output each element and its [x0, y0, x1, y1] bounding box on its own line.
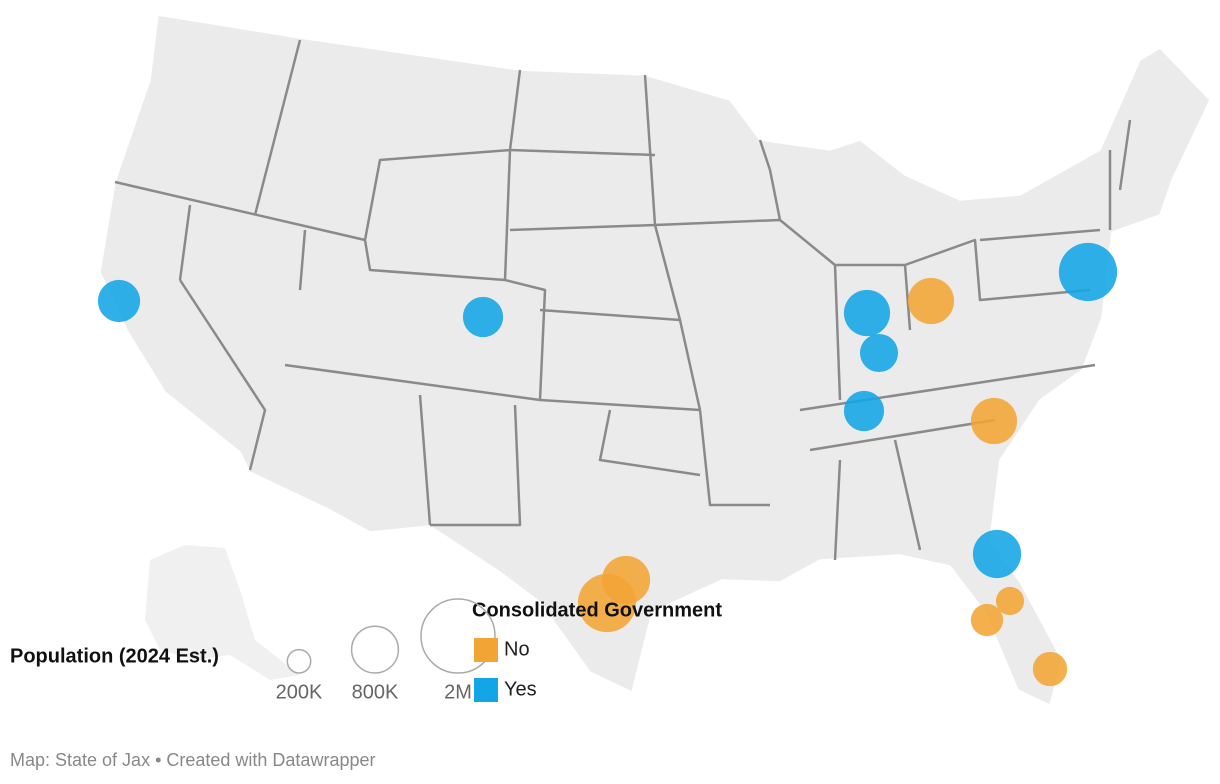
size-legend-circle	[350, 625, 400, 674]
city-bubble	[859, 333, 899, 373]
city-bubble	[907, 277, 955, 325]
city-bubble	[970, 603, 1004, 637]
legend-label: Yes	[504, 678, 537, 700]
city-bubble	[843, 289, 891, 337]
city-bubble	[462, 296, 504, 338]
city-bubble	[970, 397, 1018, 445]
alaska	[145, 545, 300, 680]
bubbles	[97, 242, 1118, 687]
legend-label: No	[504, 638, 530, 660]
size-legend-label: 800K	[352, 681, 399, 703]
size-legend-circle	[420, 598, 496, 674]
legend-title: Consolidated Government	[472, 599, 722, 621]
city-bubble	[1032, 651, 1068, 687]
city-bubble	[843, 390, 885, 432]
city-bubble	[995, 586, 1025, 616]
city-bubble	[97, 279, 141, 323]
state-borders	[114, 39, 1132, 561]
legend-swatch	[474, 678, 498, 702]
size-legend-circle	[286, 648, 312, 674]
size-legend-label: 2M	[444, 681, 472, 703]
size-legend-label: 200K	[276, 681, 323, 703]
legend-swatch	[474, 638, 498, 662]
city-bubble	[601, 555, 651, 605]
city-bubble	[972, 529, 1022, 579]
footer: Map: State of Jax • Created with Datawra…	[10, 750, 375, 770]
city-bubble	[1058, 242, 1118, 302]
basemap	[99, 14, 1211, 707]
size-legend-title: Population (2024 Est.)	[10, 645, 219, 667]
